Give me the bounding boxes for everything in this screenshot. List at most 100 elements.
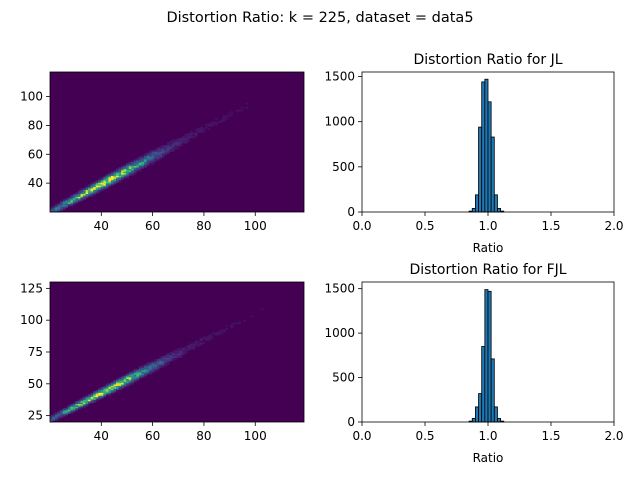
heatmap-cell (194, 342, 198, 344)
heatmap-cell (138, 160, 142, 162)
heatmap-cell (187, 347, 190, 350)
heatmap-cell (184, 349, 188, 351)
heatmap-cell (123, 377, 127, 379)
heatmap-cell (149, 363, 152, 365)
heatmap-cell (141, 373, 145, 375)
heatmap-cell (149, 157, 152, 160)
heatmap-top-ytick-label: 40 (28, 176, 43, 190)
heatmap-cell (116, 387, 119, 389)
heatmap-cell (75, 199, 79, 202)
heatmap-cell (225, 328, 229, 330)
heatmap-cell (105, 387, 109, 389)
heatmap-cell (108, 174, 112, 176)
heatmap-cell (174, 350, 178, 353)
heatmap-cell (98, 179, 102, 182)
heatmap-cell (159, 156, 163, 158)
heatmap-top-frame (49, 71, 305, 213)
heatmap-cell (138, 368, 142, 371)
heatmap-cell (70, 196, 74, 199)
histogram-bottom: Distortion Ratio for FJL Ratio 0.0 0.5 1.0 1.… (324, 262, 623, 465)
heatmap-cell (88, 399, 91, 402)
heatmap-cell (133, 171, 137, 174)
heatmap-cell (164, 150, 168, 153)
heatmap-cell (184, 140, 188, 143)
histogram-top-xtick-label: 2.0 (604, 219, 623, 233)
heatmap-cell (77, 402, 81, 405)
heatmap-cell (171, 354, 175, 357)
heatmap-cell (80, 192, 84, 195)
heatmap-cell (143, 371, 147, 374)
heatmap-cell (105, 177, 109, 179)
heatmap-cell (159, 149, 163, 151)
heatmap-cell (161, 361, 165, 364)
heatmap-cell (95, 189, 99, 192)
heatmap-cell (77, 195, 81, 197)
heatmap-bottom-ytick-label: 75 (28, 345, 43, 359)
heatmap-cell (88, 195, 91, 197)
heatmap-cell (156, 149, 160, 151)
heatmap-cell (67, 410, 71, 413)
heatmap-cell (103, 392, 107, 395)
heatmap-cell (105, 392, 109, 395)
heatmap-cell (88, 402, 91, 405)
heatmap-top-xtick-label: 100 (244, 219, 267, 233)
heatmap-cell (146, 163, 150, 165)
heatmap-cell (204, 123, 208, 126)
heatmap-cell (95, 389, 99, 392)
heatmap-cell (194, 135, 198, 137)
heatmap-cell (215, 123, 218, 126)
heatmap-cell (80, 401, 84, 403)
heatmap-cell (143, 368, 147, 371)
heatmap-cell (169, 150, 173, 153)
heatmap-cell (93, 192, 97, 195)
heatmap-cell (123, 378, 127, 381)
heatmap-cell (131, 381, 135, 384)
heatmap-cell (149, 373, 152, 375)
heatmap-cell (121, 175, 124, 178)
heatmap-cell (192, 346, 196, 349)
heatmap-cell (189, 133, 193, 136)
heatmap-cell (103, 178, 107, 181)
heatmap-cell (146, 367, 150, 370)
heatmap-cell (93, 193, 97, 196)
heatmap-cell (151, 361, 155, 364)
heatmap-cell (230, 325, 234, 328)
heatmap-cell (159, 157, 163, 160)
heatmap-cell (62, 413, 66, 416)
heatmap-cell (110, 385, 114, 388)
heatmap-cell (161, 360, 165, 363)
heatmap-cell (93, 394, 97, 396)
histogram-top-title: Distortion Ratio for JL (413, 52, 562, 68)
heatmap-cell (166, 354, 170, 357)
heatmap-top-xtick-label: 60 (145, 219, 160, 233)
heatmap-cell (65, 409, 69, 412)
heatmap-cell (100, 389, 104, 392)
heatmap-cell (131, 380, 135, 382)
heatmap-cell (123, 167, 127, 169)
heatmap-cell (118, 178, 122, 181)
heatmap-cell (110, 179, 114, 182)
heatmap-cell (161, 359, 165, 361)
heatmap-cell (95, 399, 99, 402)
heatmap-cell (100, 179, 104, 182)
heatmap-cell (138, 367, 142, 370)
heatmap-cell (177, 142, 180, 144)
histogram-bottom-xtick-label: 1.0 (478, 429, 497, 443)
heatmap-cell (65, 406, 69, 409)
heatmap-cell (62, 412, 66, 414)
heatmap-cell (72, 402, 76, 405)
heatmap-cell (126, 174, 130, 176)
heatmap-cell (192, 136, 196, 139)
heatmap-cell (116, 384, 119, 386)
heatmap-cell (121, 384, 124, 386)
heatmap-cell (215, 118, 218, 120)
heatmap-cell (95, 181, 99, 183)
heatmap-cell (85, 405, 89, 407)
heatmap-cell (166, 356, 170, 358)
heatmap-cell (154, 363, 157, 365)
heatmap-cell (184, 135, 188, 137)
heatmap-cell (187, 133, 190, 136)
heatmap-cell (65, 202, 69, 204)
heatmap-cell (131, 172, 135, 175)
heatmap-cell (98, 186, 102, 189)
